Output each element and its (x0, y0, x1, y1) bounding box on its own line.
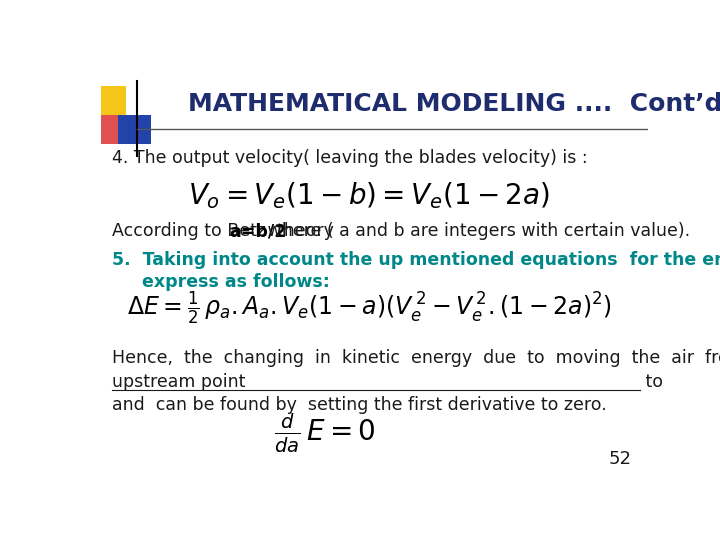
Text: 5.  Taking into account the up mentioned equations  for the energy  ca  be: 5. Taking into account the up mentioned … (112, 251, 720, 269)
Text: 4. The output velocity( leaving the blades velocity) is :: 4. The output velocity( leaving the blad… (112, 150, 588, 167)
Text: to: to (639, 373, 668, 390)
Bar (101, 114, 135, 144)
Text: Hence,  the  changing  in  kinetic  energy  due  to  moving  the  air  from  the: Hence, the changing in kinetic energy du… (112, 349, 720, 367)
Text: $\frac{d}{da}\,E = 0$: $\frac{d}{da}\,E = 0$ (274, 411, 375, 455)
Text: express as follows:: express as follows: (112, 273, 330, 291)
Text: 52: 52 (608, 450, 631, 468)
Text: $V_o = V_e(1-b) = V_e(1-2a)$: $V_o = V_e(1-b) = V_e(1-2a)$ (188, 180, 550, 211)
Text: upstream point: upstream point (112, 373, 246, 390)
Text: $\Delta E = \frac{1}{2}\,\rho_a.A_a.V_e(1-a)(V_e^{\,2} - V_e^{\,2}.(1-2a)^2)$: $\Delta E = \frac{1}{2}\,\rho_a.A_a.V_e(… (127, 289, 611, 327)
Bar (118, 114, 151, 144)
Text: and  can be found by  setting the first derivative to zero.: and can be found by setting the first de… (112, 396, 607, 414)
Text: where ( a and b are integers with certain value).: where ( a and b are integers with certai… (262, 222, 690, 240)
Bar (101, 85, 126, 114)
Text: MATHEMATICAL MODELING ....  Cont’d: MATHEMATICAL MODELING .... Cont’d (188, 92, 720, 116)
Text: According to Betz  theory: According to Betz theory (112, 222, 340, 240)
Text: a=b/2: a=b/2 (230, 222, 287, 240)
